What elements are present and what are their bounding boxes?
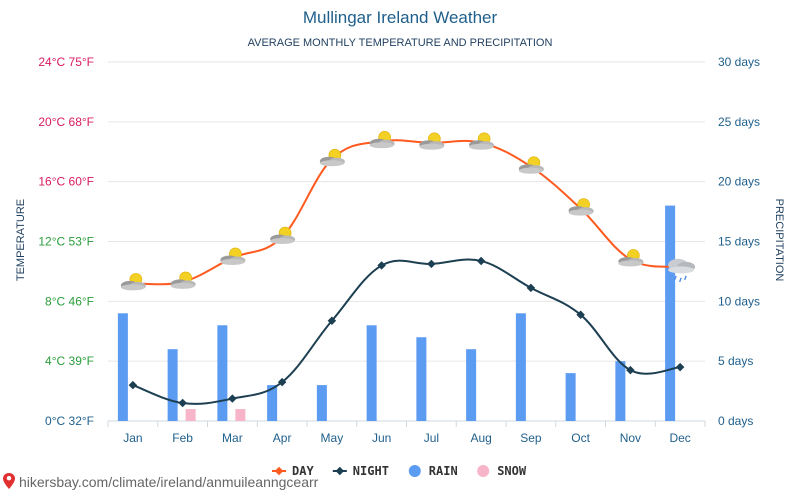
rain-bar — [217, 325, 228, 421]
partly-cloudy-icon — [369, 130, 395, 149]
night-point — [377, 261, 386, 270]
rain-bar — [565, 373, 576, 421]
right-tick-label: 0 days — [718, 414, 753, 428]
x-tick-label: Jan — [123, 431, 142, 445]
rain-bar — [167, 349, 178, 421]
left-axis-title: TEMPERATURE — [15, 199, 27, 281]
rain-bar — [515, 313, 526, 421]
partly-cloudy-icon — [518, 156, 544, 174]
location-pin-icon — [3, 473, 15, 489]
legend-circle-icon — [477, 465, 490, 477]
left-tick-label: 12°C 53°F — [38, 235, 94, 249]
right-tick-label: 15 days — [718, 235, 760, 249]
x-tick-label: Apr — [273, 431, 292, 445]
right-axis-title: PRECIPITATION — [773, 199, 785, 282]
x-tick-label: Dec — [669, 431, 690, 445]
legend-item-snow: SNOW — [477, 464, 527, 478]
rain-bar — [267, 385, 278, 421]
x-tick-label: Jul — [424, 431, 439, 445]
night-point — [526, 283, 536, 293]
partly-cloudy-icon — [469, 132, 495, 150]
rain-bar — [615, 361, 626, 421]
partly-cloudy-icon — [568, 198, 594, 216]
left-tick-label: 0°C 32°F — [45, 414, 94, 428]
x-tick-label: Oct — [571, 431, 590, 445]
x-tick-label: Feb — [172, 431, 193, 445]
partly-cloudy-icon — [319, 148, 345, 167]
x-axis-ticks: Jan Feb Mar Apr May Jun Jul Aug Sep Oct Nov Dec — [123, 431, 691, 445]
x-tick-label: Mar — [222, 431, 243, 445]
source-url[interactable]: hikersbay.com/climate/ireland/anmuileann… — [19, 474, 319, 490]
precipitation-bars — [117, 205, 676, 421]
snow-bar — [185, 409, 196, 421]
rain-bar — [466, 349, 477, 421]
right-tick-label: 5 days — [718, 354, 753, 368]
x-tick-label: May — [321, 431, 344, 445]
right-axis-ticks: 0 days 5 days 10 days 15 days 20 days 25 days… — [718, 55, 760, 428]
x-tick-label: Sep — [520, 431, 542, 445]
left-tick-label: 20°C 68°F — [38, 115, 94, 129]
right-tick-label: 30 days — [718, 55, 760, 69]
rain-bar — [366, 325, 377, 421]
partly-cloudy-icon — [120, 273, 146, 291]
legend-item-rain: RAIN — [408, 464, 458, 478]
left-tick-label: 16°C 60°F — [38, 175, 94, 189]
legend-label: SNOW — [497, 464, 527, 478]
left-tick-label: 4°C 39°F — [45, 354, 94, 368]
temperature-lines — [128, 139, 685, 408]
gridlines — [107, 61, 706, 427]
night-point — [178, 398, 187, 408]
legend-item-day: DAY — [272, 464, 314, 478]
rain-cloud-icon — [668, 258, 696, 283]
rain-bar — [117, 313, 128, 421]
night-point — [128, 380, 138, 390]
snow-bar — [235, 409, 246, 421]
night-point — [476, 256, 486, 266]
rain-bar — [665, 205, 676, 421]
legend-item-night: NIGHT — [332, 464, 389, 478]
partly-cloudy-icon — [220, 247, 246, 265]
left-tick-label: 24°C 75°F — [38, 55, 94, 69]
legend-label: DAY — [292, 464, 314, 478]
night-point — [427, 259, 436, 269]
legend-label: NIGHT — [353, 464, 389, 478]
partly-cloudy-icon — [618, 249, 644, 267]
night-point — [228, 394, 237, 403]
x-tick-label: Nov — [620, 431, 641, 445]
rain-bar — [416, 337, 427, 421]
night-point — [626, 365, 635, 375]
chart-title: Mullingar Ireland Weather — [303, 8, 498, 27]
night-point — [576, 310, 585, 320]
footer: hikersbay.com/climate/ireland/anmuileann… — [3, 473, 319, 490]
partly-cloudy-icon — [170, 271, 196, 289]
x-tick-label: Jun — [372, 431, 391, 445]
partly-cloudy-icon — [419, 132, 445, 150]
legend-circle-icon — [408, 465, 421, 477]
partly-cloudy-icon — [270, 226, 296, 245]
night-temperature-line — [132, 258, 681, 405]
legend: DAY NIGHT RAIN SNOW — [272, 464, 527, 478]
right-tick-label: 10 days — [718, 294, 760, 308]
night-point — [277, 377, 287, 387]
day-temperature-line — [132, 139, 681, 286]
legend-label: RAIN — [429, 464, 458, 478]
left-axis-ticks: 0°C 32°F 4°C 39°F 8°C 46°F 12°C 53°F 16°C 60… — [38, 55, 94, 428]
rain-bar — [316, 385, 327, 421]
left-tick-label: 8°C 46°F — [45, 294, 94, 308]
legend-diamond-icon — [274, 466, 284, 476]
x-tick-label: Aug — [470, 431, 491, 445]
legend-diamond-icon — [335, 466, 345, 476]
right-tick-label: 25 days — [718, 115, 760, 129]
weather-icons — [120, 130, 696, 291]
right-tick-label: 20 days — [718, 175, 760, 189]
night-point — [327, 316, 337, 326]
chart-subtitle: AVERAGE MONTHLY TEMPERATURE AND PRECIPIT… — [248, 37, 553, 49]
night-point — [675, 362, 685, 372]
